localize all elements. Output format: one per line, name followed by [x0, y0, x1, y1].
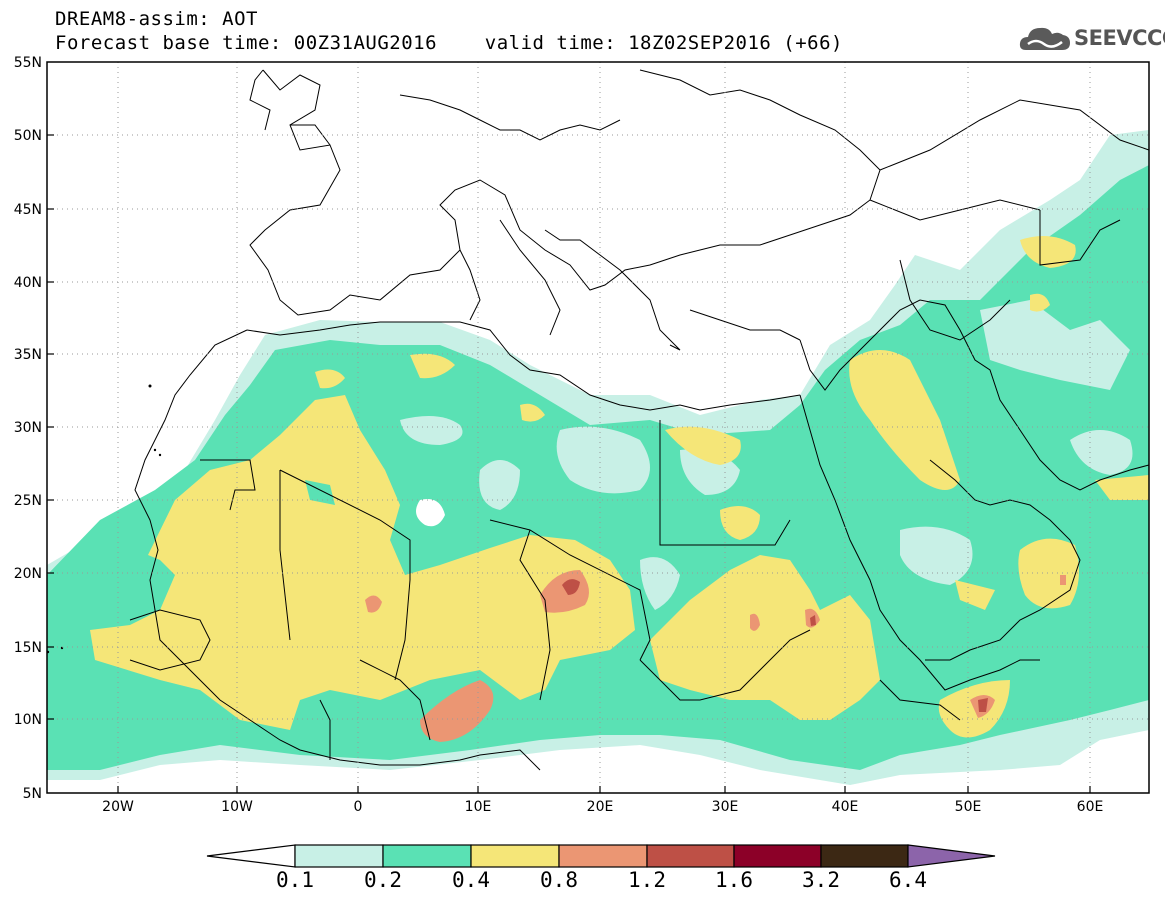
colorbar-label: 1.6	[715, 868, 753, 892]
lat-label: 5N	[23, 786, 42, 802]
logo-text: SEEVCCC	[1074, 26, 1165, 50]
colorbar	[206, 844, 996, 868]
lon-label: 10E	[465, 799, 492, 815]
colorbar-bin	[294, 844, 384, 868]
colorbar-label: 1.2	[628, 868, 666, 892]
colorbar-label: 6.4	[889, 868, 927, 892]
colorbar-over-arrow	[907, 844, 996, 868]
seevccc-logo: SEEVCCC	[1018, 22, 1165, 56]
colorbar-label: 0.8	[540, 868, 578, 892]
colorbar-bin	[820, 844, 909, 868]
colorbar-under-arrow	[206, 844, 296, 868]
lon-label: 20E	[587, 799, 614, 815]
lon-label: 10W	[221, 799, 253, 815]
axis-ticks	[47, 134, 1091, 793]
graticule	[47, 62, 1149, 793]
lon-label: 40E	[832, 799, 859, 815]
aot-field	[47, 69, 1149, 785]
lon-label: 50E	[955, 799, 982, 815]
lon-label: 60E	[1077, 799, 1104, 815]
lat-label: 30N	[14, 420, 42, 436]
lat-label: 10N	[14, 712, 42, 728]
lat-label: 25N	[14, 493, 42, 509]
map-title: DREAM8-assim: AOT	[55, 8, 258, 30]
forecast-time-line: Forecast base time: 00Z31AUG2016 valid t…	[55, 32, 843, 54]
lat-label: 15N	[14, 640, 42, 656]
lat-label: 40N	[14, 275, 42, 291]
lat-label: 55N	[14, 55, 42, 71]
colorbar-bin	[646, 844, 735, 868]
colorbar-bin	[558, 844, 648, 868]
cloud-icon	[1019, 27, 1070, 50]
lat-label: 45N	[14, 202, 42, 218]
colorbar-label: 3.2	[802, 868, 840, 892]
lat-label: 20N	[14, 566, 42, 582]
colorbar-bin	[382, 844, 472, 868]
lon-label: 20W	[102, 799, 134, 815]
lon-label: 30E	[712, 799, 739, 815]
lat-label: 50N	[14, 128, 42, 144]
colorbar-bin	[733, 844, 822, 868]
colorbar-label: 0.2	[364, 868, 402, 892]
colorbar-bin	[470, 844, 560, 868]
lon-label: 0	[354, 799, 363, 815]
colorbar-label: 0.1	[276, 868, 314, 892]
lat-labels: 55N 50N 45N 40N 35N 30N 25N 20N 15N 10N …	[14, 55, 42, 802]
lat-label: 35N	[14, 347, 42, 363]
lon-labels: 20W 10W 0 10E 20E 30E 40E 50E 60E	[102, 799, 1103, 815]
colorbar-label: 0.4	[452, 868, 490, 892]
